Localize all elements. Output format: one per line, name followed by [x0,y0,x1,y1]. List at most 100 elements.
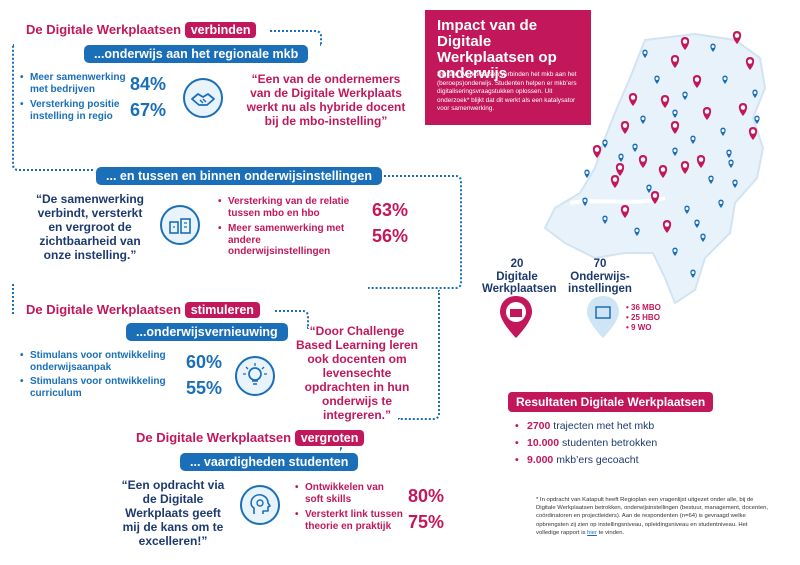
map-pin-blue-dot [643,51,647,54]
map-pin-blue-dot [719,201,723,204]
map-pin-pink [620,205,630,218]
map-pin-blue [618,153,624,162]
map-pin-blue [690,135,696,144]
map-pin-pink-dot [640,157,646,162]
heading-text: De Digitale Werkplaatsen [26,22,182,37]
connector-line [270,30,322,46]
map-pin-pink [610,175,620,188]
map-pin-pink-dot [622,207,628,212]
map-pin-pink [732,31,742,44]
map-pin-pink [696,155,706,168]
report-link[interactable]: hier [587,529,597,536]
map-pin-blue-dot [711,45,715,48]
map-pin-blue [726,149,732,158]
map-pin-blue [602,139,608,148]
map-pin-pink-dot [612,177,618,182]
section1-subheading: ...onderwijs aan het regionale mkb [84,45,309,63]
map-pin-pink-dot [740,105,746,110]
map-pin-blue [582,197,588,206]
map-pin-pink-dot [672,123,678,128]
stat-percent: 75% [408,512,445,532]
connector-line [12,44,94,171]
list-item: Stimulans voor ontwikkeling curriculum [20,376,180,399]
stat-label: Onderwijs-instellingen [568,270,632,296]
map-pin-pink-dot [594,147,600,152]
map-pin-blue [642,49,648,58]
map-pin-blue [634,227,640,236]
werkplaats-pin-icon [500,296,532,338]
map-pin-blue [602,215,608,224]
map-pin-pink [638,155,648,168]
map-pin-blue [682,91,688,100]
map-pin-blue [684,205,690,214]
map-pin-blue [720,127,726,136]
map-pin-blue-dot [633,145,637,148]
map-pin-pink [702,107,712,120]
impact-title: Impact van de Digitale Werkplaatsen op o… [437,17,557,82]
footnote-text: * In opdracht van Katapult heeft Regiopl… [536,497,769,536]
section2-subheading: ... en tussen en binnen onderwijsinstell… [96,167,383,185]
section1-bullets: Meer samenwerking met bedrijven Versterk… [20,72,135,122]
map-pin-blue [672,109,678,118]
map-pin-pink [662,220,672,233]
map-pin-pink-dot [747,59,753,64]
map-pin-blue [646,184,652,193]
quote: “Een van de ondernemers van de Digitale … [246,72,406,128]
map-pin-blue [632,143,638,152]
stat-number: 20 [510,258,524,270]
map-pin-blue [722,75,728,84]
map-pin-pink [738,103,748,116]
map-pin-blue-dot [647,186,651,189]
result-number: 10.000 [527,437,560,449]
list-item: 36 MBO [626,303,661,313]
lightbulb-icon [235,356,275,396]
stat-percent: 56% [372,226,409,246]
results-list: 2700 trajecten met het mkb 10.000 studen… [515,418,657,469]
heading-tag: verbinden [184,22,257,38]
map-pin-pink-dot [662,97,668,102]
map-pin-blue [754,115,760,124]
map-pin-pink [615,163,625,176]
section3-bullets: Stimulans voor ontwikkeling onderwijsaan… [20,350,180,399]
map-pin-blue-dot [583,199,587,202]
map-pin-blue [690,269,696,278]
map-pin-blue-dot [603,217,607,220]
map-pin-blue-dot [709,177,713,180]
map-pin-blue [694,219,700,228]
impact-box: Impact van de Digitale Werkplaatsen op o… [425,10,591,125]
map-pin-pink [670,121,680,134]
heading-tag: vergroten [294,430,365,446]
map-pin-pink-dot [660,167,666,172]
connector-line [368,175,462,289]
list-item: 9.000 mkb’ers gecoacht [515,452,657,469]
map-pin-pink-dot [672,57,678,62]
footnote-end: te vinden. [598,529,625,536]
section1-heading: De Digitale Werkplaatsen verbinden [26,22,257,38]
map-pin-blue-dot [641,117,645,120]
stat-percent: 84% [130,74,167,94]
map-pin-blue-dot [753,91,757,94]
result-text: mkb’ers gecoacht [556,454,639,466]
map-pin-blue [654,75,660,84]
result-text: trajecten met het mkb [553,420,655,432]
map-pin-pink [670,55,680,68]
map-pin-pink [620,121,630,134]
section2-bullets: Versterking van de relatie tussen mbo en… [218,196,358,258]
map-pin-blue [732,179,738,188]
instellingen-stat: 70 Onderwijs-instellingen [560,258,640,296]
map-pin-blue [640,115,646,124]
map-pin-pink-dot [630,95,636,100]
section4-heading: De Digitale Werkplaatsen vergroten [136,430,365,446]
map-pin-blue-dot [635,229,639,232]
map-pin-blue [700,233,706,242]
map-pin-pink [680,37,690,50]
list-item: Meer samenwerking met bedrijven [20,72,135,95]
map-pin-pink-dot [694,77,700,82]
list-item: 25 HBO [626,313,661,323]
stat-percent: 55% [186,378,223,398]
map-pin-blue-dot [619,155,623,158]
map-pin-blue-dot [673,111,677,114]
map-pin-pink-dot [734,33,740,38]
map-pin-pink [628,93,638,106]
map-pin-pink [692,75,702,88]
